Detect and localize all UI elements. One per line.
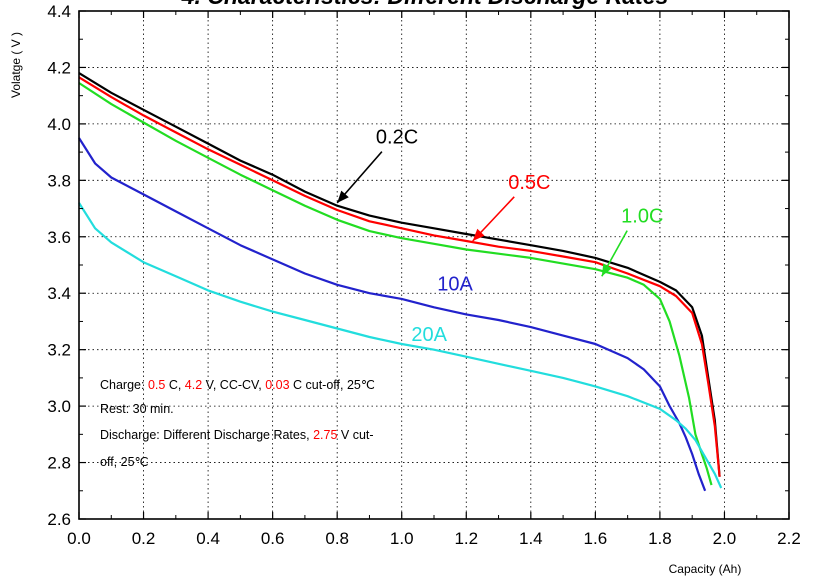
x-axis-title: Capacity (Ah) <box>669 562 742 576</box>
series-line-1-0c <box>78 82 713 486</box>
x-tick-label: 0.2 <box>132 529 156 548</box>
y-tick-labels: 2.6 2.8 3.0 3.2 3.4 3.6 3.8 4.0 4.2 4.4 <box>47 2 71 529</box>
x-tick-label: 0.6 <box>261 529 285 548</box>
annotation-arrow-head <box>472 228 485 241</box>
x-tick-label: 1.2 <box>454 529 478 548</box>
y-tick-label: 4.0 <box>47 115 71 134</box>
y-tick-label: 3.8 <box>47 171 71 190</box>
y-tick-label: 4.4 <box>47 2 71 21</box>
note-segment: 4.2 <box>185 378 202 392</box>
series-label: 20A <box>411 324 447 346</box>
series-label: 1.0C <box>621 206 663 228</box>
y-tick-label: 4.2 <box>47 58 71 77</box>
note-segment: V, CC-CV, <box>202 378 265 392</box>
x-tick-label: 1.6 <box>584 529 608 548</box>
note-segment: C, <box>165 378 184 392</box>
note-cutoff: off, 25℃ <box>100 455 149 469</box>
y-tick-label: 3.0 <box>47 397 71 416</box>
series-annotations: 0.2C 0.5C 1.0C 10A 20A <box>336 127 663 346</box>
note-segment: V cut- <box>337 428 373 442</box>
y-tick-label: 2.8 <box>47 454 71 473</box>
annotation-arrow-head <box>337 190 349 203</box>
series-line-0-2c <box>78 72 721 477</box>
series-line-0-5c <box>78 76 721 477</box>
x-tick-label: 1.4 <box>519 529 543 548</box>
x-tick-label: 1.8 <box>648 529 672 548</box>
x-tick-label: 2.0 <box>713 529 737 548</box>
note-charge: Charge: 0.5 C, 4.2 V, CC-CV, 0.03 C cut-… <box>100 378 375 392</box>
series-line-10a <box>78 137 707 492</box>
tick-marks <box>78 10 790 520</box>
note-segment: Charge: <box>100 378 148 392</box>
y-axis-title: Volatge ( V ) <box>9 32 23 98</box>
annotation-arrow-head <box>601 263 612 277</box>
note-segment: 0.03 <box>265 378 289 392</box>
chart-title: 4. Characteristics: Different Discharge … <box>181 0 669 9</box>
x-tick-label: 0.4 <box>196 529 220 548</box>
y-tick-label: 3.2 <box>47 341 71 360</box>
note-segment: 0.5 <box>148 378 165 392</box>
note-segment: Discharge: Different Discharge Rates, <box>100 428 313 442</box>
test-conditions-note: Charge: 0.5 C, 4.2 V, CC-CV, 0.03 C cut-… <box>100 378 375 469</box>
plot-frame <box>78 10 790 520</box>
y-tick-label: 2.6 <box>47 510 71 529</box>
grid <box>79 11 789 519</box>
note-segment: off, 25℃ <box>100 455 149 469</box>
note-segment: Rest: 30 min. <box>100 402 174 416</box>
series-group <box>78 72 723 492</box>
note-discharge: Discharge: Different Discharge Rates, 2.… <box>100 428 374 442</box>
x-tick-label: 0.8 <box>325 529 349 548</box>
series-label: 0.5C <box>508 172 550 194</box>
series-label: 0.2C <box>376 127 418 149</box>
note-segment: 2.75 <box>313 428 337 442</box>
note-rest: Rest: 30 min. <box>100 402 174 416</box>
note-segment: C cut-off, 25℃ <box>290 378 375 392</box>
x-tick-label: 2.2 <box>777 529 801 548</box>
series-line-20a <box>78 202 723 489</box>
series-label: 10A <box>437 273 473 295</box>
x-tick-labels: 0.0 0.2 0.4 0.6 0.8 1.0 1.2 1.4 1.6 1.8 2.0 2.2 <box>67 529 801 548</box>
x-tick-label: 0.0 <box>67 529 91 548</box>
x-tick-label: 1.0 <box>390 529 414 548</box>
y-tick-label: 3.4 <box>47 284 71 303</box>
y-tick-label: 3.6 <box>47 228 71 247</box>
